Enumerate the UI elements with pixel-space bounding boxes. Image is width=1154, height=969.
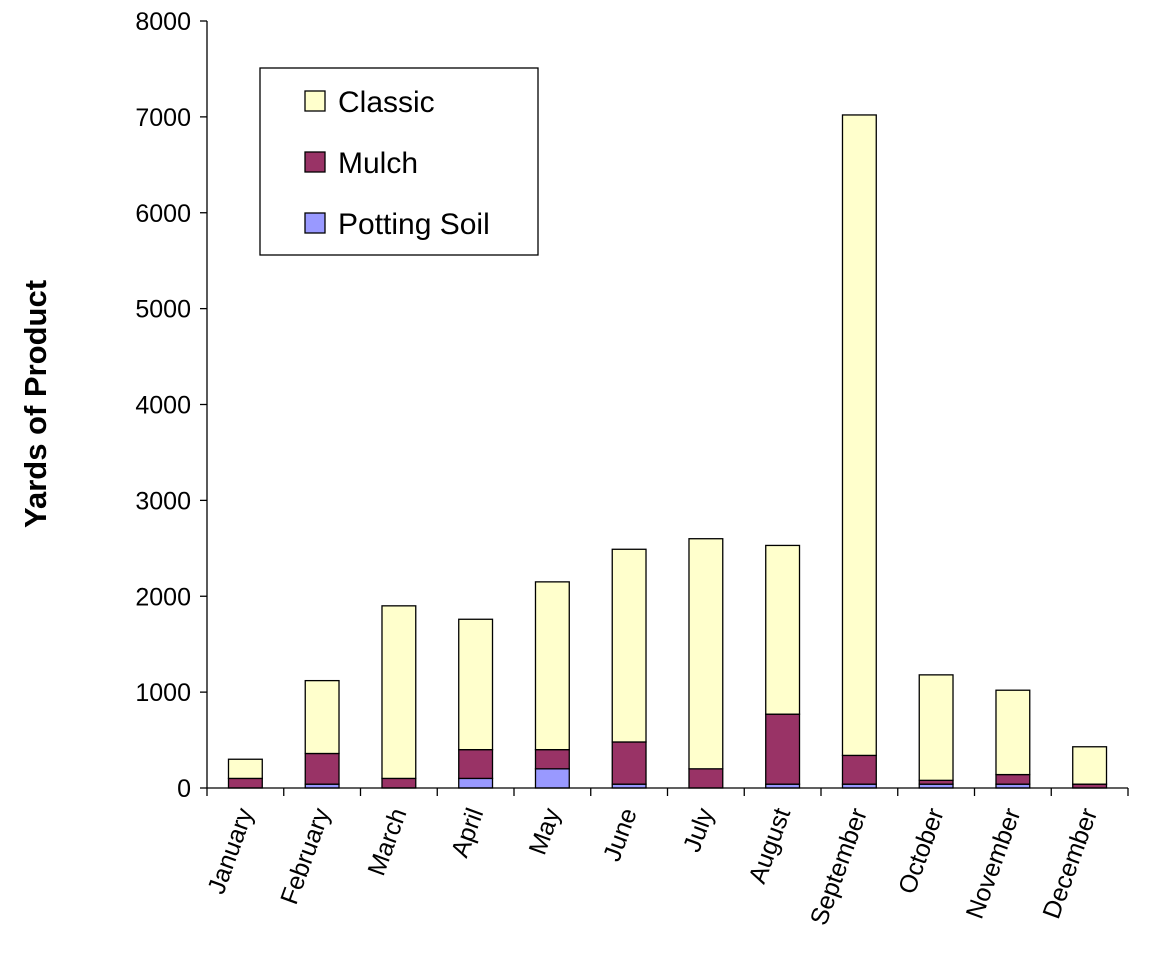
bar-segment-classic (1072, 746, 1108, 785)
legend-swatch (304, 90, 326, 112)
y-tick-label: 4000 (135, 392, 191, 420)
bar-segment-potting-soil (458, 777, 494, 789)
y-axis-title: Yards of Product (18, 280, 53, 528)
x-category-label: June (598, 804, 643, 865)
bar-segment-mulch (227, 777, 263, 789)
y-tick-label: 0 (177, 775, 191, 803)
legend: Classic Mulch Potting Soil (259, 67, 539, 256)
x-category-label: July (678, 804, 720, 856)
bar-segment-mulch (995, 773, 1031, 785)
legend-label: Potting Soil (338, 208, 490, 241)
y-tick-label: 8000 (135, 8, 191, 36)
legend-swatch (304, 212, 326, 234)
bar-segment-mulch (534, 749, 570, 770)
y-tick-label: 3000 (135, 487, 191, 515)
bar-segment-mulch (304, 752, 340, 785)
legend-swatch (304, 151, 326, 173)
bar-segment-classic (765, 544, 801, 715)
x-category-label: April (446, 804, 489, 861)
bar-segment-classic (918, 674, 954, 781)
x-category-label: March (362, 804, 412, 879)
y-axis-ticks: 0 1000 2000 3000 4000 5000 6000 7000 8000 (135, 8, 207, 803)
legend-label: Mulch (338, 147, 418, 180)
bar-segment-mulch (458, 749, 494, 780)
x-category-label: May (524, 804, 567, 858)
bar-segment-classic (304, 679, 340, 755)
bar-segment-classic (381, 605, 417, 780)
bar-segment-mulch (611, 741, 647, 785)
x-category-label: November (961, 804, 1027, 922)
x-category-label: October (893, 804, 950, 897)
y-tick-label: 6000 (135, 200, 191, 228)
y-tick-label: 5000 (135, 296, 191, 324)
y-tick-label: 7000 (135, 104, 191, 132)
bars (227, 114, 1108, 789)
x-category-label: February (275, 804, 336, 908)
bar-segment-mulch (688, 768, 724, 789)
bar-segment-classic (534, 581, 570, 751)
x-category-label: December (1038, 804, 1104, 922)
bar-segment-classic (227, 758, 263, 780)
bar-segment-mulch (841, 754, 877, 785)
bar-segment-classic (688, 538, 724, 770)
bar-segment-classic (995, 689, 1031, 776)
x-category-label: August (743, 804, 796, 887)
bar-segment-classic (611, 548, 647, 743)
bar-segment-mulch (381, 777, 417, 789)
x-category-label: September (805, 804, 873, 928)
x-axis-ticks: January February March April May June July Augu… (202, 788, 1129, 929)
y-tick-label: 2000 (135, 583, 191, 611)
legend-label: Classic (338, 86, 435, 119)
bar-segment-classic (841, 114, 877, 757)
y-tick-label: 1000 (135, 679, 191, 707)
bar-segment-classic (458, 618, 494, 751)
bar-segment-mulch (765, 713, 801, 785)
x-category-label: January (202, 804, 259, 898)
bar-segment-potting-soil (534, 768, 570, 789)
